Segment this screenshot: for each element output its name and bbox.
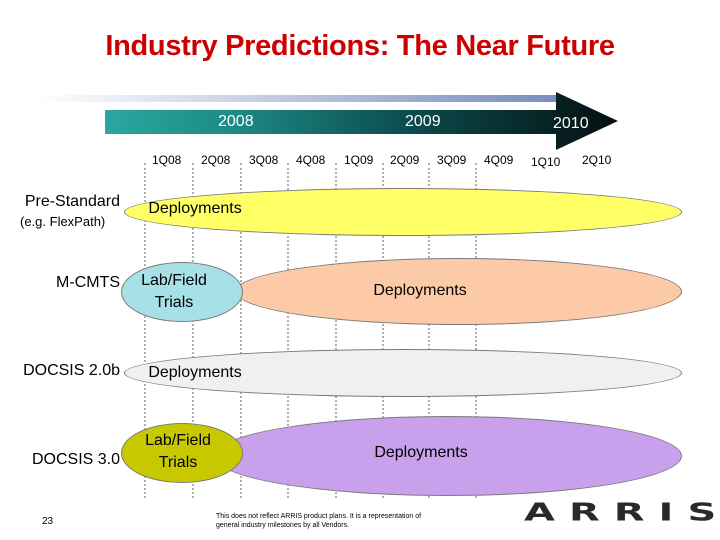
quarter-4q09: 4Q09 — [484, 153, 514, 167]
footnote: This does not reflect ARRIS product plan… — [216, 513, 422, 529]
grid-line — [335, 163, 337, 498]
grid-line — [240, 163, 242, 498]
row-sublabel-flexpath: (e.g. FlexPath) — [20, 214, 106, 229]
year-2010: 2010 — [553, 115, 589, 132]
docsis-3-0-deployments-phase — [213, 416, 682, 496]
grid-line — [428, 163, 430, 498]
row-label-docsis-3-0: DOCSIS 3.0 — [31, 451, 120, 468]
quarter-3q08: 3Q08 — [249, 153, 279, 167]
docsis-2-0b-deployments-label: Deployments — [148, 364, 242, 381]
year-2009: 2009 — [405, 113, 441, 130]
docsis-3-0-deployments-label: Deployments — [374, 444, 468, 461]
grid-line — [382, 163, 384, 498]
grid-line — [287, 163, 289, 498]
quarter-1q09: 1Q09 — [344, 153, 374, 167]
arris-logo: ARRIS — [524, 498, 720, 527]
m-cmts-deployments-phase — [235, 258, 682, 325]
m-cmts-trials-label: Lab/Field Trials — [141, 272, 207, 311]
docsis-3-0-trials-phase — [121, 423, 243, 483]
grid-line — [144, 163, 146, 498]
row-label-docsis-2-0b: DOCSIS 2.0b — [23, 362, 120, 379]
page-number: 23 — [42, 516, 54, 527]
m-cmts-trials-phase — [121, 262, 243, 322]
quarter-1q08: 1Q08 — [152, 153, 182, 167]
timeline-light-bar — [36, 95, 556, 102]
quarter-3q09: 3Q09 — [437, 153, 467, 167]
row-label-pre-standard: Pre-Standard — [24, 193, 120, 210]
quarter-2q09: 2Q09 — [390, 153, 420, 167]
quarter-2q08: 2Q08 — [201, 153, 231, 167]
timeline-arrow — [36, 92, 618, 150]
docsis-2-0b-deployments-phase — [124, 349, 682, 397]
row-label-m-cmts: M-CMTS — [56, 274, 120, 291]
grid-line — [475, 163, 477, 498]
pre-standard-deployments-phase — [124, 188, 682, 236]
grid-line — [192, 163, 194, 498]
quarter-2q10: 2Q10 — [582, 153, 612, 167]
quarter-1q10: 1Q10 — [531, 155, 561, 169]
timeline-arrow-body — [105, 92, 618, 150]
quarter-4q08: 4Q08 — [296, 153, 326, 167]
year-2008: 2008 — [218, 113, 254, 130]
docsis-3-0-trials-label: Lab/Field Trials — [145, 432, 211, 471]
slide-title: Industry Predictions: The Near Future — [105, 30, 615, 62]
m-cmts-deployments-label: Deployments — [373, 282, 467, 299]
pre-standard-deployments-label: Deployments — [148, 200, 242, 217]
